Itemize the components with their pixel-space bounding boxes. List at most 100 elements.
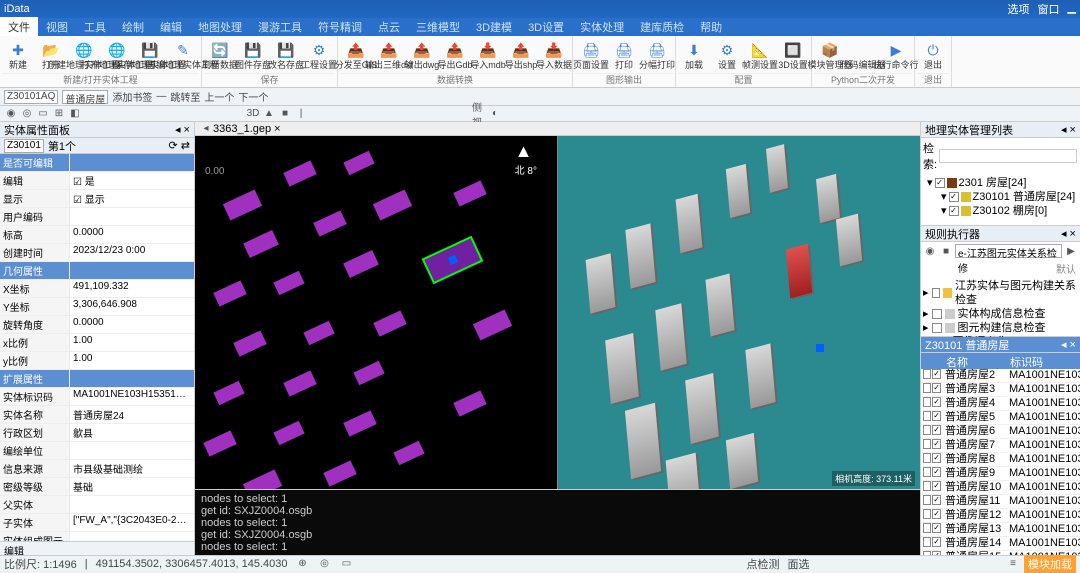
snap-label[interactable]: 点检测	[747, 556, 780, 572]
viewport-2d[interactable]: ▲北 8° 0.00	[195, 136, 557, 489]
prop-row[interactable]: 编辑☑ 是	[0, 172, 194, 190]
ribbon-button[interactable]: 📐帧测设置	[744, 37, 776, 73]
prop-row[interactable]: 父实体	[0, 496, 194, 514]
building-2d[interactable]	[453, 390, 487, 416]
ribbon-button[interactable]: 💾图件存盘	[237, 37, 269, 73]
refresh-icon[interactable]: ⟳ ⇄	[169, 139, 191, 152]
viewport-3d[interactable]: 相机高度: 373.11米	[557, 136, 920, 489]
menu-tab[interactable]: 绘制	[114, 17, 152, 37]
prop-row[interactable]: 实体组成图元集	[0, 532, 194, 541]
building-2d[interactable]	[243, 469, 282, 489]
building-3d[interactable]	[836, 214, 862, 267]
minimize-icon[interactable]: ▁	[1068, 1, 1076, 17]
prop-row[interactable]: 实体标识码MA1001NE103H15351422...	[0, 388, 194, 406]
menu-tab[interactable]: 实体处理	[572, 17, 632, 37]
prop-row[interactable]: 旋转角度0.0000	[0, 316, 194, 334]
ribbon-button[interactable]: 📤输出三维dxf	[373, 37, 405, 73]
prop-row[interactable]: x比例1.00	[0, 334, 194, 352]
building-3d[interactable]	[685, 373, 719, 444]
play-icon[interactable]: ▶	[1064, 244, 1078, 258]
building-3d[interactable]	[766, 144, 788, 193]
3d-label[interactable]: 3D	[246, 107, 260, 121]
ribbon-button[interactable]: 📤导出Gdb	[439, 37, 471, 73]
ribbon-button[interactable]: 📤导出shp	[505, 37, 537, 73]
prop-row[interactable]: 显示☑ 显示	[0, 190, 194, 208]
tool-icon[interactable]: ◉	[4, 107, 18, 121]
tool-icon[interactable]: ◐	[488, 107, 502, 121]
building-3d[interactable]	[666, 453, 701, 489]
building-2d[interactable]	[422, 236, 484, 285]
building-2d[interactable]	[473, 309, 512, 340]
prop-row[interactable]: 实体名称普通房屋24	[0, 406, 194, 424]
entity-row[interactable]: ✓普通房屋2MA1001NE103H1535...	[921, 369, 1080, 383]
building-3d[interactable]	[586, 253, 616, 313]
tool-icon[interactable]: ◧	[68, 107, 82, 121]
ribbon-button[interactable]: 🖨打印	[608, 37, 640, 73]
tool-icon[interactable]: ⊞	[52, 107, 66, 121]
status-icon[interactable]: ⊕	[296, 557, 310, 571]
menu-tab[interactable]: 帮助	[692, 17, 730, 37]
menu-tab[interactable]: 编辑	[152, 17, 190, 37]
menu-tab[interactable]: 地图处理	[190, 17, 250, 37]
prop-row[interactable]: 创建时间2023/12/23 0:00	[0, 244, 194, 262]
building-2d[interactable]	[213, 381, 244, 406]
ribbon-button[interactable]: ⬇加载	[678, 37, 710, 73]
menu-tab[interactable]: 建库质检	[632, 17, 692, 37]
prop-row[interactable]: 信息来源市县级基础测绘	[0, 460, 194, 478]
close-icon[interactable]: ◂ ×	[1061, 123, 1076, 136]
menu-tab[interactable]: 漫游工具	[250, 17, 310, 37]
entity-row[interactable]: ✓普通房屋11MA1001NE103H1535...	[921, 495, 1080, 509]
arrow-left-icon[interactable]: ◂	[199, 122, 213, 136]
rule-item[interactable]: ▸图元构建信息检查	[923, 321, 1078, 335]
menu-tab[interactable]: 视图	[38, 17, 76, 37]
entity-row[interactable]: ✓普通房屋6MA1001NE103H1535...	[921, 425, 1080, 439]
building-2d[interactable]	[203, 430, 237, 456]
status-icon[interactable]: ▭	[340, 557, 354, 571]
face-label[interactable]: 面选	[788, 556, 810, 572]
entity-row[interactable]: ✓普通房屋10MA1001NE103H1535...	[921, 481, 1080, 495]
status-icon[interactable]: ◎	[318, 557, 332, 571]
tool-icon[interactable]: |	[294, 107, 308, 121]
prop-row[interactable]: 子实体["FW_A","{3C2043E0-2897-...	[0, 514, 194, 532]
menu-tab[interactable]: 点云	[370, 17, 408, 37]
ribbon-button[interactable]: ⚙设置	[711, 37, 743, 73]
jump-to[interactable]: 跳转至	[170, 89, 200, 104]
ribbon-button[interactable]: ✎再编地理实体工程	[167, 37, 199, 73]
building-3d[interactable]	[625, 403, 661, 479]
add-bookmark[interactable]: 添加书签	[112, 89, 152, 104]
entity-row[interactable]: ✓普通房屋9MA1001NE103H1535...	[921, 467, 1080, 481]
tree-node[interactable]: ▾✓2301 房屋[24]	[923, 176, 1078, 190]
ribbon-button[interactable]: 📥导入mdb	[472, 37, 504, 73]
close-icon[interactable]: ◂ ×	[175, 123, 190, 136]
layer-code[interactable]: Z30101AQ	[4, 90, 58, 104]
rule-icon[interactable]: ■	[939, 244, 953, 258]
building-2d[interactable]	[273, 421, 304, 446]
entity-row[interactable]: ✓普通房屋5MA1001NE103H1535...	[921, 411, 1080, 425]
entity-row[interactable]: ✓普通房屋8MA1001NE103H1535...	[921, 453, 1080, 467]
entity-row[interactable]: ✓普通房屋13MA1001NE103H1535...	[921, 523, 1080, 537]
building-2d[interactable]	[453, 180, 487, 206]
ribbon-button[interactable]: 🖨页面设置	[575, 37, 607, 73]
ribbon-button[interactable]: ⏻退出	[917, 37, 949, 73]
ribbon-button[interactable]: 🖨分幅打印	[641, 37, 673, 73]
entity-row[interactable]: ✓普通房屋12MA1001NE103H1535...	[921, 509, 1080, 523]
building-2d[interactable]	[323, 460, 357, 486]
building-2d[interactable]	[233, 330, 267, 356]
side-label[interactable]: 侧视	[472, 107, 486, 121]
building-3d[interactable]	[605, 333, 639, 404]
menu-window[interactable]: 窗口	[1038, 1, 1060, 17]
building-2d[interactable]	[343, 250, 379, 278]
menu-tab[interactable]: 工具	[76, 17, 114, 37]
menu-tab[interactable]: 3D建模	[468, 17, 520, 37]
layer-name[interactable]: 普通房屋	[62, 90, 108, 104]
close-icon[interactable]: ◂ ×	[1061, 227, 1076, 240]
entity-row[interactable]: ✓普通房屋14MA1001NE103H1535...	[921, 537, 1080, 551]
menu-options[interactable]: 选项	[1008, 1, 1030, 17]
rule-icon[interactable]: ◉	[923, 244, 937, 258]
tool-icon[interactable]: ▭	[36, 107, 50, 121]
entity-row[interactable]: ✓普通房屋3MA1001NE103H1535...	[921, 383, 1080, 397]
building-3d[interactable]	[676, 194, 703, 254]
building-3d[interactable]	[625, 223, 655, 288]
prop-row[interactable]: 密级等级基础	[0, 478, 194, 496]
ribbon-button[interactable]: 🔲3D设置	[777, 37, 809, 73]
